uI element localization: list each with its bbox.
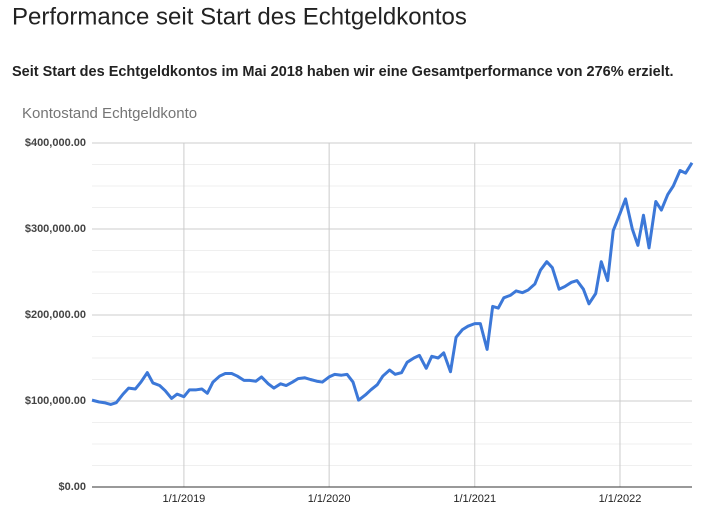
x-tick-label: 1/1/2019 [162, 493, 205, 505]
data-line [91, 161, 694, 406]
x-tick-label: 1/1/2021 [453, 493, 496, 505]
y-tick-label: $400,000.00 [25, 137, 86, 149]
chart-title: Kontostand Echtgeldkonto [22, 105, 197, 122]
page-text: Seit Start des Echtgeldkontos im Mai 201… [12, 64, 674, 80]
page-title: Performance seit Start des Echtgeldkonto… [12, 3, 467, 30]
x-tick-label: 1/1/2022 [599, 493, 642, 505]
y-tick-label: $300,000.00 [25, 223, 86, 235]
x-tick-label: 1/1/2020 [308, 493, 351, 505]
y-tick-label: $200,000.00 [25, 309, 86, 321]
y-tick-label: $0.00 [58, 481, 86, 493]
y-tick-label: $100,000.00 [25, 395, 86, 407]
